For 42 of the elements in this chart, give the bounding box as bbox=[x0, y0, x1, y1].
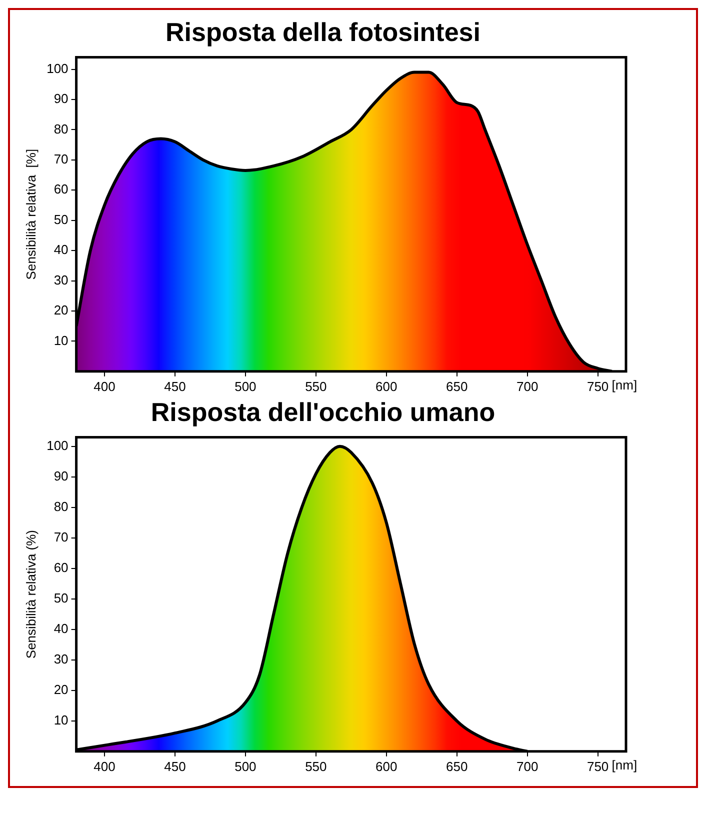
x-tick-label: 600 bbox=[376, 378, 398, 394]
y-tick-label: 80 bbox=[54, 121, 68, 136]
x-tick-label: 500 bbox=[234, 378, 256, 394]
y-tick-label: 50 bbox=[54, 590, 68, 606]
x-tick-label: 750 bbox=[586, 758, 609, 774]
chart-title: Risposta dell'occhio umano bbox=[150, 396, 496, 427]
y-axis-title: Sensibilità relativa [%] bbox=[23, 148, 38, 280]
x-tick-label: 750 bbox=[586, 378, 609, 394]
y-tick-label: 60 bbox=[54, 182, 68, 197]
y-tick-label: 20 bbox=[54, 682, 68, 697]
y-tick-label: 50 bbox=[54, 212, 68, 227]
x-axis-title: [nm] bbox=[612, 757, 638, 772]
y-tick-label: 100 bbox=[46, 60, 68, 76]
x-tick-label: 400 bbox=[94, 758, 116, 774]
y-tick-label: 80 bbox=[54, 498, 68, 514]
x-tick-label: 500 bbox=[234, 758, 256, 774]
y-tick-label: 70 bbox=[54, 151, 68, 166]
x-tick-label: 650 bbox=[446, 758, 468, 774]
y-tick-label: 70 bbox=[54, 529, 68, 544]
y-tick-label: 30 bbox=[54, 651, 68, 666]
y-tick-label: 10 bbox=[54, 332, 68, 348]
y-axis-title: Sensibilità relativa (%) bbox=[23, 530, 38, 659]
y-tick-label: 20 bbox=[54, 302, 68, 318]
y-tick-label: 40 bbox=[54, 620, 68, 636]
y-tick-label: 90 bbox=[54, 468, 68, 484]
x-tick-label: 550 bbox=[305, 758, 327, 774]
y-tick-label: 40 bbox=[54, 242, 68, 258]
x-tick-label: 600 bbox=[376, 758, 398, 774]
x-tick-label: 700 bbox=[516, 378, 538, 394]
x-axis-title: [nm] bbox=[612, 377, 638, 392]
x-tick-label: 450 bbox=[164, 378, 186, 394]
y-tick-label: 10 bbox=[54, 712, 68, 728]
x-tick-label: 700 bbox=[516, 758, 538, 774]
y-tick-label: 30 bbox=[54, 272, 68, 288]
y-tick-label: 90 bbox=[54, 91, 68, 106]
chart-title: Risposta della fotosintesi bbox=[166, 16, 480, 47]
x-tick-label: 650 bbox=[446, 378, 468, 394]
y-tick-label: 100 bbox=[46, 438, 68, 453]
x-tick-label: 450 bbox=[164, 758, 186, 774]
x-tick-label: 400 bbox=[94, 378, 116, 394]
y-tick-label: 60 bbox=[54, 560, 68, 575]
x-tick-label: 550 bbox=[305, 378, 327, 394]
